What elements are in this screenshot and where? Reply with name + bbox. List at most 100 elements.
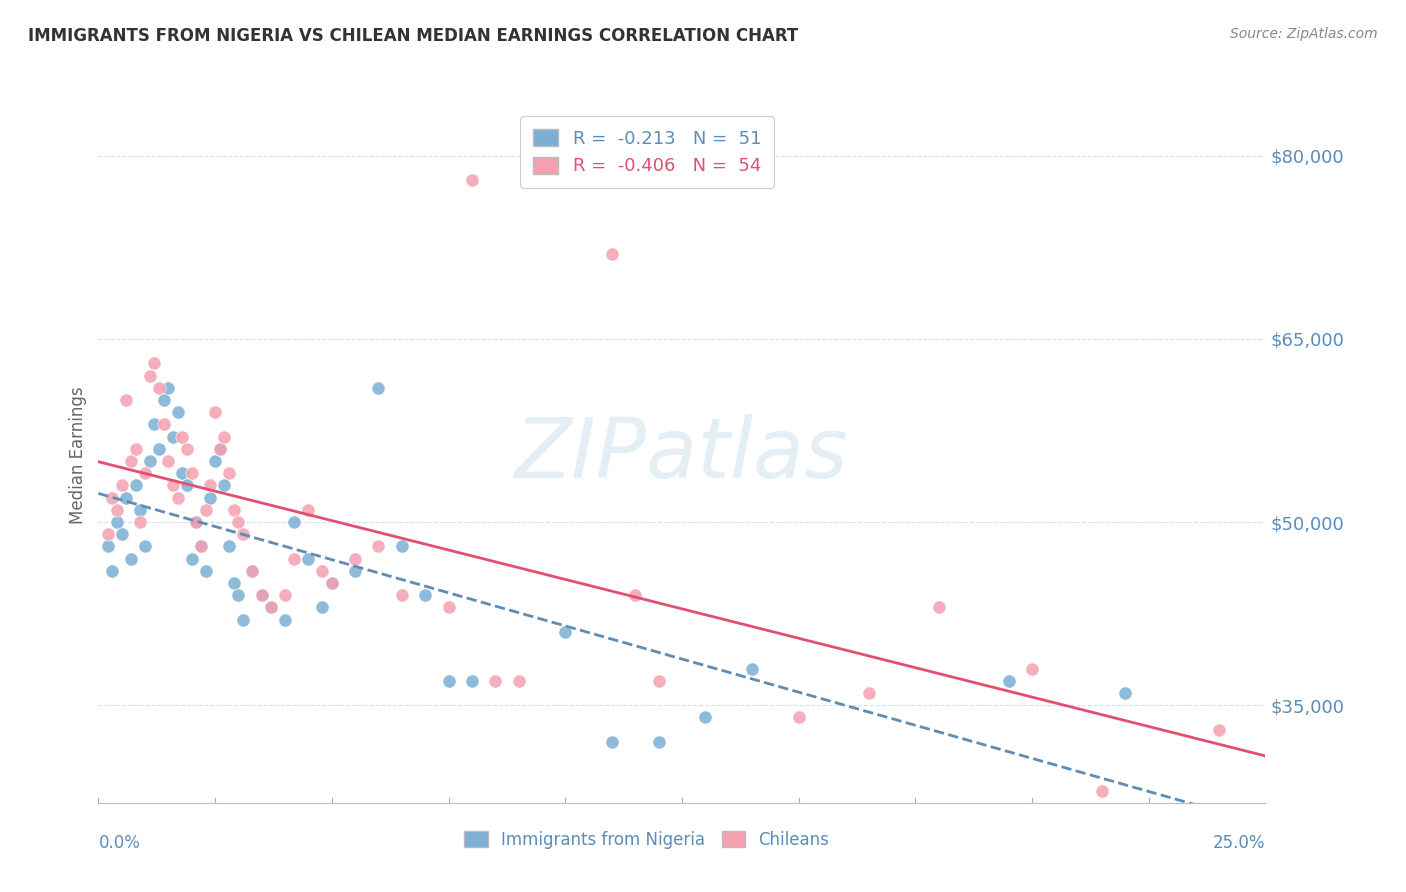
Point <box>413 588 436 602</box>
Point <box>344 551 367 566</box>
Point <box>218 467 240 481</box>
Point <box>484 673 506 688</box>
Point <box>600 246 623 260</box>
Point <box>367 381 389 395</box>
Point <box>787 710 810 724</box>
Point <box>194 503 217 517</box>
Point <box>152 417 174 432</box>
Point <box>200 478 222 492</box>
Point <box>214 478 236 492</box>
Point <box>134 540 156 554</box>
Point <box>242 564 264 578</box>
Point <box>214 429 236 443</box>
Point <box>152 392 174 407</box>
Point <box>391 588 413 602</box>
Point <box>134 467 156 481</box>
Point <box>858 686 880 700</box>
Point <box>283 515 305 529</box>
Point <box>461 173 484 187</box>
Point <box>274 588 297 602</box>
Text: Source: ZipAtlas.com: Source: ZipAtlas.com <box>1230 27 1378 41</box>
Point <box>997 673 1019 688</box>
Point <box>125 478 148 492</box>
Point <box>204 405 226 419</box>
Point <box>120 551 142 566</box>
Point <box>311 600 333 615</box>
Text: 25.0%: 25.0% <box>1213 834 1265 852</box>
Point <box>1021 661 1043 675</box>
Point <box>232 527 254 541</box>
Point <box>129 515 152 529</box>
Point <box>172 429 194 443</box>
Point <box>508 673 530 688</box>
Y-axis label: Median Earnings: Median Earnings <box>69 386 87 524</box>
Point <box>111 478 134 492</box>
Point <box>367 540 389 554</box>
Point <box>125 442 148 456</box>
Point <box>260 600 283 615</box>
Point <box>111 527 134 541</box>
Point <box>311 564 333 578</box>
Point <box>928 600 950 615</box>
Point <box>228 588 250 602</box>
Point <box>437 600 460 615</box>
Point <box>321 576 343 591</box>
Point <box>647 673 669 688</box>
Point <box>242 564 264 578</box>
Point <box>180 551 202 566</box>
Legend: Immigrants from Nigeria, Chileans: Immigrants from Nigeria, Chileans <box>456 822 838 857</box>
Point <box>218 540 240 554</box>
Point <box>260 600 283 615</box>
Point <box>190 540 212 554</box>
Point <box>250 588 273 602</box>
Point <box>461 673 484 688</box>
Point <box>105 503 128 517</box>
Point <box>437 673 460 688</box>
Point <box>172 467 194 481</box>
Point <box>148 381 170 395</box>
Point <box>391 540 413 554</box>
Point <box>139 368 162 383</box>
Point <box>297 551 319 566</box>
Point <box>208 442 231 456</box>
Point <box>1114 686 1136 700</box>
Point <box>186 515 208 529</box>
Point <box>139 454 162 468</box>
Point <box>115 491 138 505</box>
Point <box>180 467 202 481</box>
Point <box>232 613 254 627</box>
Point <box>344 564 367 578</box>
Point <box>105 515 128 529</box>
Point <box>222 576 245 591</box>
Point <box>148 442 170 456</box>
Point <box>600 735 623 749</box>
Point <box>741 661 763 675</box>
Point <box>176 478 198 492</box>
Point <box>1091 783 1114 797</box>
Point <box>157 381 180 395</box>
Point <box>162 429 184 443</box>
Point <box>97 540 120 554</box>
Point <box>554 624 576 639</box>
Point <box>120 454 142 468</box>
Point <box>166 491 188 505</box>
Point <box>162 478 184 492</box>
Point <box>101 491 124 505</box>
Point <box>647 735 669 749</box>
Point <box>97 527 120 541</box>
Point <box>200 491 222 505</box>
Point <box>208 442 231 456</box>
Point <box>222 503 245 517</box>
Point <box>297 503 319 517</box>
Point <box>250 588 273 602</box>
Point <box>624 588 647 602</box>
Point <box>695 710 717 724</box>
Point <box>101 564 124 578</box>
Point <box>143 356 166 370</box>
Point <box>194 564 217 578</box>
Point <box>204 454 226 468</box>
Point <box>176 442 198 456</box>
Point <box>157 454 180 468</box>
Text: 0.0%: 0.0% <box>98 834 141 852</box>
Point <box>166 405 188 419</box>
